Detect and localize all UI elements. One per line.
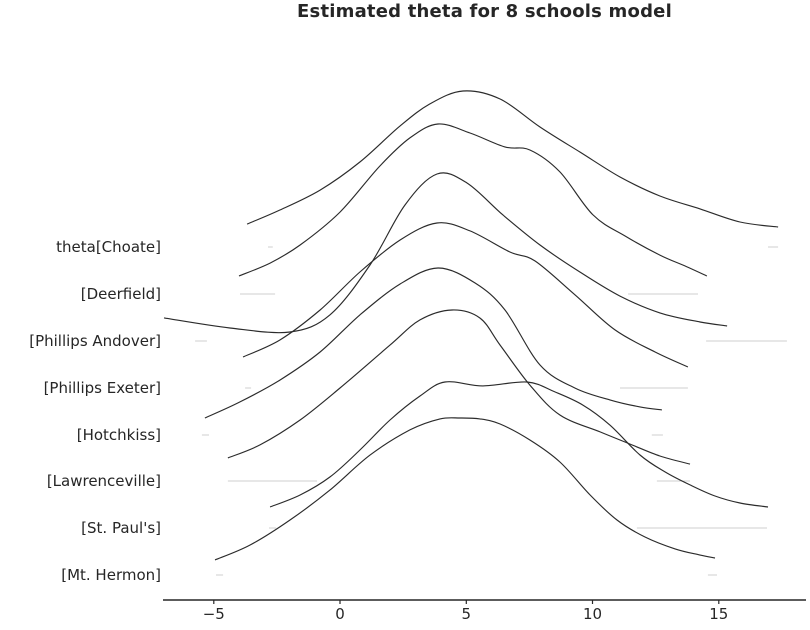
x-tick-label: 0 <box>335 605 345 623</box>
density-curve-row-0 <box>246 90 779 228</box>
y-tick-label: [Mt. Hermon] <box>61 566 161 584</box>
density-curve-row-7 <box>214 417 716 561</box>
y-tick-label: [Lawrenceville] <box>46 472 161 490</box>
y-tick-label: [Deerfield] <box>80 285 161 303</box>
density-curve-row-5 <box>227 309 691 465</box>
x-tick-label: 15 <box>709 605 729 623</box>
y-tick-label: [St. Paul's] <box>81 519 161 537</box>
x-tick-label: 10 <box>582 605 603 623</box>
chart-title: Estimated theta for 8 schools model <box>297 1 672 22</box>
density-curve-row-6 <box>269 381 769 508</box>
y-tick-label: [Phillips Andover] <box>29 332 161 350</box>
x-tick-label: 5 <box>461 605 472 623</box>
y-tick-label: [Phillips Exeter] <box>43 379 161 397</box>
density-curve-row-4 <box>204 267 662 419</box>
x-tick-label: −5 <box>202 605 225 623</box>
y-tick-label: theta[Choate] <box>56 238 161 256</box>
density-curve-row-2 <box>163 172 728 334</box>
y-tick-label: [Hotchkiss] <box>76 426 161 444</box>
density-curve-row-1 <box>238 123 708 277</box>
density-curve-row-3 <box>242 222 689 368</box>
